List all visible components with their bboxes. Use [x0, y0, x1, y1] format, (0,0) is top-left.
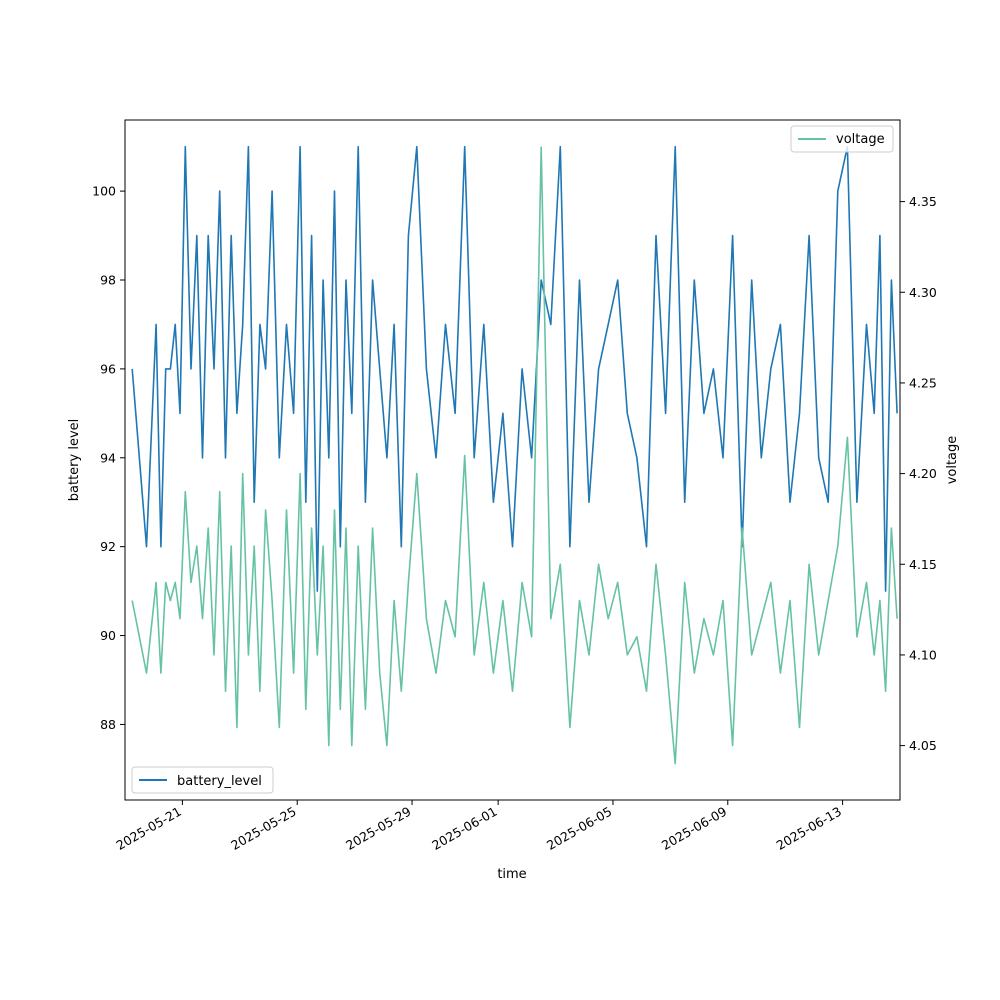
- y-axis-left-label: battery level: [67, 419, 82, 502]
- legend-voltage: voltage: [790, 125, 894, 153]
- y-left-tick-label: 98: [100, 273, 116, 288]
- y-left-tick-label: 90: [100, 628, 116, 643]
- plot-lines: [131, 145, 898, 765]
- y-left-tick-label: 100: [92, 184, 116, 199]
- series-line-voltage: [131, 146, 898, 765]
- x-axis-label: time: [497, 867, 526, 882]
- y-left-tick-label: 92: [100, 539, 116, 554]
- y-right-tick-label: 4.10: [909, 647, 937, 662]
- legend-battery-level-label: battery_level: [177, 774, 262, 789]
- legend-battery-level-box: [131, 766, 274, 794]
- y-right-tick-label: 4.15: [909, 557, 937, 572]
- y-axis-left: 88 90 92 94 96 98 100: [92, 184, 125, 732]
- y-left-tick-label: 96: [100, 361, 116, 376]
- y-right-tick-label: 4.05: [909, 738, 937, 753]
- y-right-tick-label: 4.35: [909, 194, 937, 209]
- y-left-tick-label: 94: [100, 450, 116, 465]
- y-axis-right-label: voltage: [945, 436, 960, 485]
- legend-battery-level: battery_level: [131, 766, 274, 794]
- y-axis-right: 4.05 4.10 4.15 4.20 4.25 4.30 4.35: [900, 194, 937, 753]
- y-left-tick-label: 88: [100, 717, 116, 732]
- legend-voltage-label: voltage: [836, 132, 885, 147]
- series-line-battery-level: [131, 145, 898, 592]
- plot-frame: [124, 119, 901, 801]
- y-right-tick-label: 4.20: [909, 466, 937, 481]
- y-right-tick-label: 4.25: [909, 375, 937, 390]
- legend-voltage-box: [790, 125, 894, 153]
- y-right-tick-label: 4.30: [909, 285, 937, 300]
